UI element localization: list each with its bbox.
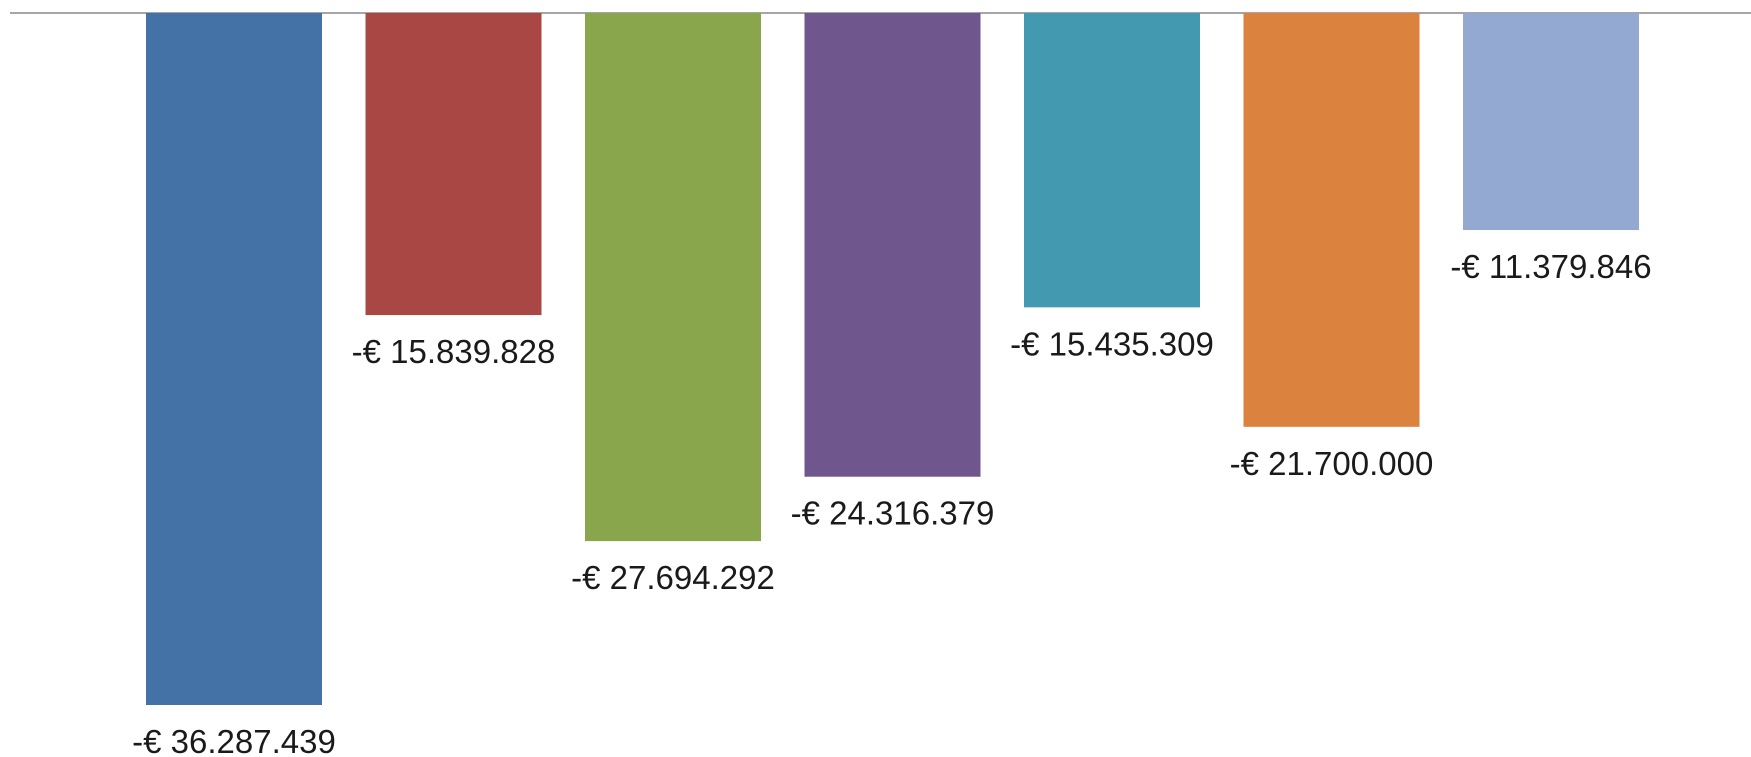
data-label-2: -€ 15.839.828 [352, 333, 556, 370]
data-label-6: -€ 21.700.000 [1230, 445, 1434, 482]
bar-series [146, 13, 1639, 705]
data-label-3: -€ 27.694.292 [571, 559, 775, 596]
bar-6 [1243, 13, 1420, 427]
bar-7 [1463, 13, 1639, 231]
data-label-4: -€ 24.316.379 [791, 495, 995, 532]
data-labels: -€ 36.287.439-€ 15.839.828-€ 27.694.292-… [132, 248, 1651, 757]
bar-5 [1024, 13, 1200, 308]
bar-1 [146, 13, 322, 705]
data-label-1: -€ 36.287.439 [132, 723, 336, 757]
bar-2 [365, 13, 542, 316]
data-label-5: -€ 15.435.309 [1010, 325, 1214, 362]
data-label-7: -€ 11.379.846 [1450, 248, 1651, 285]
bar-3 [585, 13, 761, 542]
bar-4 [804, 13, 981, 477]
